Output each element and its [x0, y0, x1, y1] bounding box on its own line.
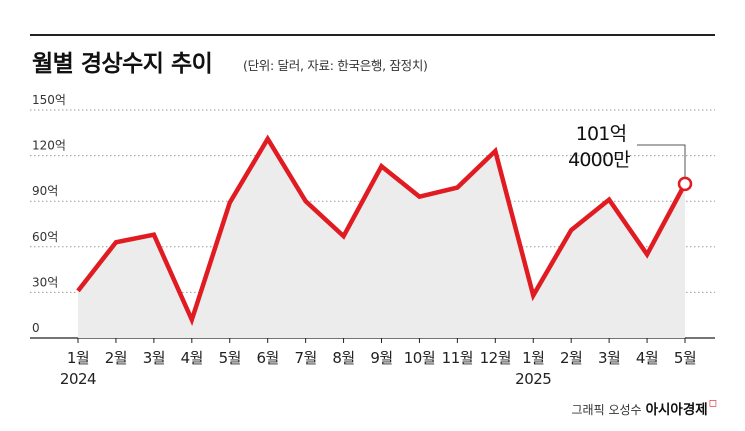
annotation-leader	[637, 144, 686, 177]
x-tick-label: 8월	[332, 349, 354, 367]
x-tick-label: 4월	[636, 349, 658, 367]
x-tick-label: 3월	[143, 349, 165, 367]
year-label: 2024	[60, 370, 96, 388]
x-tick-label: 11월	[442, 349, 473, 367]
y-tick-label: 30억	[32, 275, 58, 289]
chart-subtitle: (단위: 달러, 자료: 한국은행, 잠정치)	[243, 58, 428, 73]
x-tick-label: 7월	[294, 349, 316, 367]
highlight-point	[677, 176, 693, 192]
title-rule	[30, 34, 715, 36]
x-tick-label: 1월	[67, 349, 89, 367]
y-tick-label: 120억	[32, 139, 66, 153]
y-tick-label: 150억	[32, 93, 66, 107]
y-tick-label: 0	[32, 321, 40, 335]
credit: 그래픽 오성수 아시아경제◻	[572, 398, 717, 418]
x-tick-label: 2월	[105, 349, 127, 367]
brand-mark-icon: ◻	[708, 398, 717, 409]
x-tick-label: 5월	[674, 349, 696, 367]
credit-author: 그래픽 오성수	[571, 403, 642, 417]
area-fill	[78, 138, 685, 338]
x-tick-label: 3월	[598, 349, 620, 367]
x-tick-label: 5월	[219, 349, 241, 367]
x-tick-label: 4월	[181, 349, 203, 367]
x-tick-label: 9월	[370, 349, 392, 367]
x-tick-label: 1월	[522, 349, 544, 367]
brand-logo-text: 아시아경제	[645, 402, 708, 418]
annotation-value-line1: 101억	[576, 123, 627, 145]
annotation-value-line2: 4000만	[568, 149, 630, 171]
series-line	[76, 134, 687, 327]
chart-title: 월별 경상수지 추이	[32, 51, 213, 77]
year-label: 2025	[515, 370, 551, 388]
y-tick-label: 90억	[32, 184, 58, 198]
y-tick-label: 60억	[32, 230, 58, 244]
x-tick-label: 6월	[257, 349, 279, 367]
x-tick-label: 10월	[404, 349, 435, 367]
x-tick-label: 12월	[480, 349, 511, 367]
x-tick-label: 2월	[560, 349, 582, 367]
